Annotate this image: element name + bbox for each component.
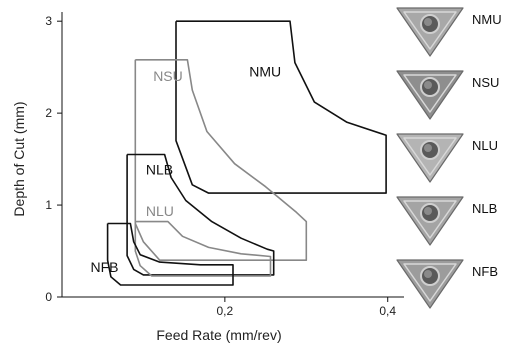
- insert-label: NFB: [472, 264, 498, 279]
- region-nmu: [175, 20, 387, 194]
- insert-item-nlu: NLU: [396, 133, 498, 183]
- y-tick-label: 2: [45, 106, 52, 120]
- y-tick-label: 1: [45, 198, 52, 212]
- region-label-nlu: NLU: [146, 203, 174, 219]
- insert-label: NLB: [472, 201, 497, 216]
- plot-area: 0 1 2 3 0,2 0,4 NMU NSU NLB NLU NFB: [45, 12, 404, 318]
- insert-item-nlb: NLB: [396, 196, 497, 246]
- operating-regions: [106, 20, 387, 286]
- region-label-nfb: NFB: [91, 259, 119, 275]
- region-label-nmu: NMU: [249, 63, 281, 79]
- region-nfb: [106, 222, 234, 286]
- y-tick-label: 3: [45, 14, 52, 28]
- axis-ticks: 0 1 2 3 0,2 0,4: [45, 14, 396, 318]
- region-nsu: [134, 58, 308, 262]
- region-label-nlb: NLB: [146, 162, 173, 178]
- triangular-insert-NLU-icon: [396, 133, 464, 183]
- x-tick-label: 0,4: [379, 304, 396, 318]
- insert-legend: NMU NSU NLU NLB NFB: [396, 7, 502, 309]
- region-label-nsu: NSU: [153, 68, 183, 84]
- insert-item-nsu: NSU: [396, 70, 499, 120]
- triangular-insert-NSU-icon: [396, 70, 464, 120]
- insert-label: NLU: [472, 138, 498, 153]
- x-axis-title: Feed Rate (mm/rev): [156, 327, 281, 343]
- y-tick-label: 0: [45, 290, 52, 304]
- region-nlb: [126, 153, 275, 276]
- triangular-insert-NMU-icon: [396, 7, 464, 57]
- region-labels: NMU NSU NLB NLU NFB: [91, 63, 282, 275]
- insert-label: NMU: [472, 12, 502, 27]
- insert-item-nfb: NFB: [396, 259, 498, 309]
- y-axis-title: Depth of Cut (mm): [11, 101, 27, 216]
- triangular-insert-NLB-icon: [396, 196, 464, 246]
- triangular-insert-NFB-icon: [396, 259, 464, 309]
- x-tick-label: 0,2: [217, 304, 234, 318]
- region-nlu: [134, 220, 272, 277]
- insert-label: NSU: [472, 75, 499, 90]
- insert-item-nmu: NMU: [396, 7, 502, 57]
